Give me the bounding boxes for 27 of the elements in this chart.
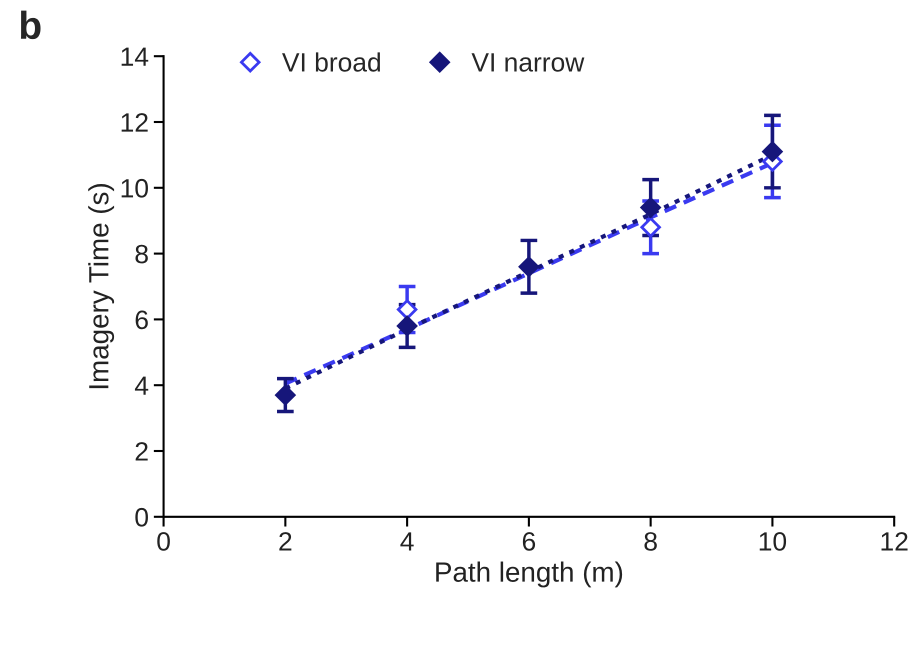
x-tick-label: 2: [279, 532, 292, 551]
legend-label: VI narrow: [472, 53, 584, 72]
point: [762, 141, 783, 162]
text: b: [20, 10, 41, 40]
y-tick-label: 10: [122, 178, 148, 198]
x-axis-title: Path length (m): [436, 562, 622, 588]
y-tick-label: 14: [122, 48, 148, 66]
x-tick-label: 6: [522, 532, 536, 551]
point: [640, 217, 661, 238]
point: [640, 197, 661, 218]
point: [396, 316, 418, 336]
x-tick-label: 0: [157, 532, 170, 551]
y-tick-label: 8: [135, 244, 148, 264]
y-tick-label: 2: [136, 442, 148, 461]
x-tick-label: 12: [882, 532, 908, 551]
y-tick-label: 6: [136, 310, 148, 330]
y-axis-title: Imagery Time (s): [88, 184, 114, 388]
point: [396, 299, 418, 320]
y-tick-label: 4: [134, 376, 148, 395]
legend-label: VI broad: [282, 52, 380, 72]
point: [518, 256, 540, 277]
point: [275, 384, 296, 406]
x-tick-label: 10: [760, 532, 786, 551]
x-tick-label: 4: [400, 532, 414, 551]
y-tick-label: 12: [122, 113, 148, 132]
y-tick-label: 0: [135, 508, 148, 527]
x-tick-label: 8: [644, 532, 657, 551]
